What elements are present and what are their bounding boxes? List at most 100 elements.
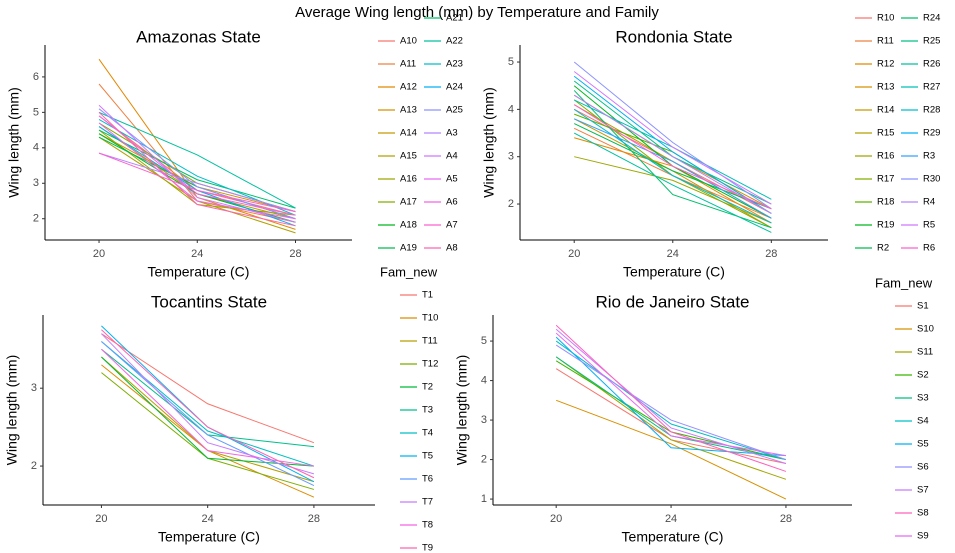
legend-label: R15	[877, 128, 894, 139]
legend-label: R3	[923, 151, 935, 162]
legend-label: A25	[446, 105, 463, 116]
legend-label: T10	[422, 313, 438, 324]
legend-label: R19	[877, 220, 894, 231]
x-tick-label: 24	[202, 513, 214, 525]
panel-title: Tocantins State	[151, 292, 267, 311]
y-axis-title: Wing length (mm)	[481, 87, 497, 197]
legend-label: R11	[877, 36, 894, 47]
y-tick-label: 3	[31, 382, 37, 394]
series-line	[101, 329, 315, 479]
legend-label: A21	[446, 13, 463, 24]
panel-title: Amazonas State	[136, 27, 261, 46]
legend-title: Fam_new	[875, 275, 933, 290]
legend-label: A8	[446, 243, 458, 254]
x-axis-title: Temperature (C)	[158, 529, 260, 545]
series-line	[98, 152, 296, 213]
series-line	[573, 104, 772, 210]
series-line	[573, 71, 772, 205]
legend-label: S6	[917, 462, 929, 473]
series-line	[98, 129, 296, 216]
legend-label: T3	[422, 405, 433, 416]
legend-label: R18	[877, 197, 894, 208]
y-tick-label: 2	[508, 198, 514, 210]
y-tick-label: 4	[33, 142, 39, 154]
x-tick-label: 20	[568, 248, 580, 260]
legend-label: A24	[446, 82, 463, 93]
series-line	[573, 108, 772, 224]
legend-label: R2	[877, 243, 889, 254]
series-line	[573, 75, 772, 214]
x-tick-label: 24	[191, 248, 203, 260]
legend-label: A11	[400, 59, 416, 70]
x-tick-label: 28	[308, 513, 320, 525]
series-line	[555, 336, 786, 457]
series-line	[573, 127, 772, 219]
y-tick-label: 6	[33, 71, 39, 83]
figure-title: Average Wing length (mm) by Temperature …	[295, 4, 659, 21]
series-line	[555, 340, 787, 461]
y-tick-label: 5	[508, 56, 514, 68]
series-line	[573, 61, 772, 210]
x-tick-label: 24	[665, 513, 677, 525]
legend-label: R4	[923, 197, 935, 208]
legend-label: R29	[923, 128, 940, 139]
series-line	[98, 122, 296, 220]
series-line	[555, 328, 787, 465]
legend-label: T6	[422, 474, 433, 485]
x-tick-label: 20	[93, 248, 105, 260]
legend-label: R12	[877, 59, 894, 70]
series-line	[555, 344, 787, 461]
legend-label: T11	[422, 336, 438, 347]
x-axis-title: Temperature (C)	[622, 529, 724, 545]
y-tick-label: 3	[33, 177, 39, 189]
legend-label: T5	[422, 451, 433, 462]
panel-title: Rondonia State	[615, 27, 732, 46]
legend-label: A6	[446, 197, 458, 208]
x-tick-label: 20	[550, 513, 562, 525]
legend-label: R13	[877, 82, 894, 93]
legend-label: R16	[877, 151, 894, 162]
legend-label: T8	[422, 520, 433, 531]
series-line	[555, 360, 787, 461]
legend-label: A23	[446, 59, 463, 70]
legend-label: T1	[422, 290, 433, 301]
legend-label: R28	[923, 105, 940, 116]
legend-label: T9	[422, 543, 433, 553]
legend-label: A12	[400, 82, 417, 93]
y-tick-label: 1	[481, 493, 487, 505]
legend-label: T12	[422, 359, 438, 370]
y-tick-label: 2	[31, 460, 37, 472]
legend-label: T4	[422, 428, 433, 439]
legend-label: S5	[917, 439, 929, 450]
x-tick-label: 28	[765, 248, 777, 260]
legend-label: A14	[400, 128, 417, 139]
x-tick-label: 28	[289, 248, 301, 260]
series-line	[573, 132, 772, 233]
legend-label: T2	[422, 382, 433, 393]
legend-label: A22	[446, 36, 463, 47]
series-line	[574, 156, 772, 224]
y-tick-label: 5	[481, 335, 487, 347]
legend-label: R10	[877, 13, 894, 24]
series-line	[101, 341, 315, 486]
legend-label: R27	[923, 82, 940, 93]
x-tick-label: 24	[667, 248, 679, 260]
legend-label: A5	[446, 174, 458, 185]
legend-label: S4	[917, 416, 929, 427]
series-line	[573, 123, 772, 210]
legend-label: A16	[400, 174, 417, 185]
legend-label: S7	[917, 485, 929, 496]
series-line	[98, 129, 296, 209]
series-line	[101, 341, 315, 467]
legend-label: R25	[923, 36, 940, 47]
series-line	[101, 333, 315, 475]
legend-label: S2	[917, 370, 929, 381]
legend-label: S8	[917, 508, 929, 519]
series-line	[98, 152, 296, 213]
legend-label: S3	[917, 393, 929, 404]
y-axis-title: Wing length (mm)	[4, 355, 20, 465]
legend-label: S11	[917, 347, 933, 358]
legend-label: S9	[917, 531, 929, 542]
legend-label: A15	[400, 151, 417, 162]
panel-title: Rio de Janeiro State	[595, 292, 749, 311]
